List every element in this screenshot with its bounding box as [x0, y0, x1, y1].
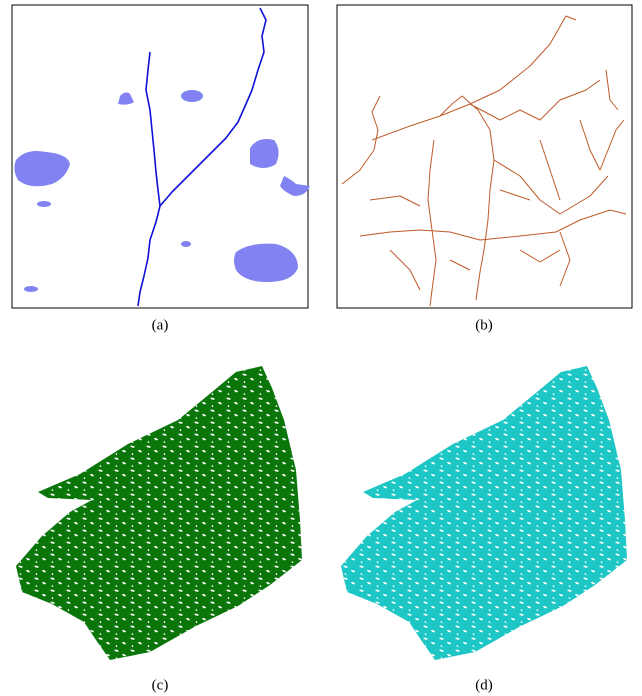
road-network [341, 15, 627, 307]
lake [280, 176, 310, 196]
lake [37, 201, 51, 207]
panel-d [341, 366, 627, 660]
lake [14, 151, 70, 187]
river [145, 51, 161, 207]
lake [24, 286, 38, 292]
caption: (c) [152, 677, 169, 693]
panel-b [336, 4, 633, 309]
lake [234, 243, 298, 282]
river [137, 7, 267, 307]
panel-c [16, 366, 302, 660]
caption: (d) [475, 677, 493, 693]
caption: (a) [152, 317, 169, 333]
lake [181, 90, 203, 102]
caption: (b) [475, 317, 493, 333]
lake [181, 241, 191, 247]
panel-a [11, 4, 310, 309]
region-texture [341, 366, 627, 660]
lake [250, 139, 279, 168]
lake [118, 92, 134, 105]
panel-frame [336, 4, 633, 309]
region-texture [16, 366, 302, 660]
